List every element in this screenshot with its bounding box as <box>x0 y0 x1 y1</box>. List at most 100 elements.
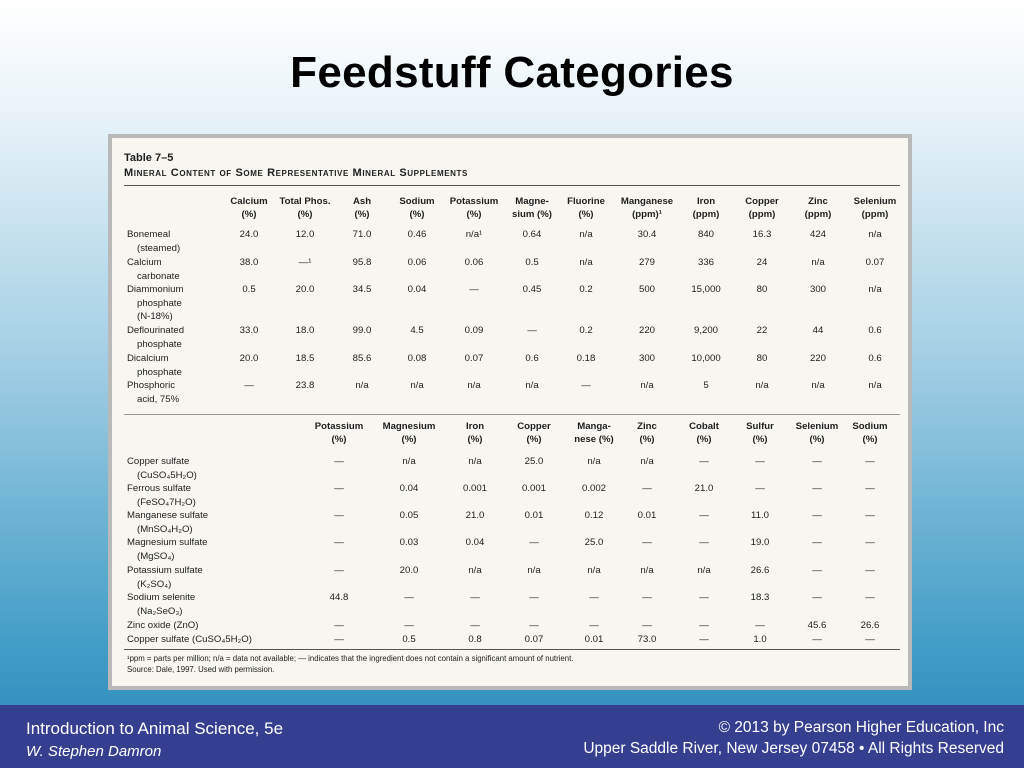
table-cell: n/a¹ <box>465 229 483 240</box>
table-cell: — <box>334 565 344 576</box>
table-cell: 1.0 <box>753 634 767 645</box>
table-cell: — <box>334 483 344 494</box>
table-cell: 80 <box>756 353 768 364</box>
table-cell: 424 <box>809 229 826 240</box>
table-cell: n/a <box>355 380 369 391</box>
footer-book-title: Introduction to Animal Science, 5e <box>26 719 284 738</box>
row-label: Phosphoric acid, 75% <box>127 380 180 405</box>
column-header: Copper (ppm) <box>745 196 779 220</box>
table-cell: — <box>812 483 822 494</box>
table-cell: — <box>404 592 414 603</box>
table-cell: 19.0 <box>750 537 770 548</box>
table-cell: 0.8 <box>468 634 482 645</box>
table-cell: n/a <box>640 380 654 391</box>
table-cell: 4.5 <box>410 325 424 336</box>
table-cell: — <box>755 456 765 467</box>
table-cell: 0.09 <box>464 325 484 336</box>
table-cell: — <box>642 537 652 548</box>
table-cell: 26.6 <box>750 565 770 576</box>
table-cell: 24 <box>756 257 768 268</box>
row-label: Copper sulfate (CuSO₄5H₂O) <box>127 634 252 645</box>
column-header: Sodium (%) <box>852 421 888 445</box>
table-cell: — <box>699 510 709 521</box>
table-cell: 336 <box>697 257 714 268</box>
table-cell: — <box>812 592 822 603</box>
column-header: Sulfur (%) <box>746 421 774 445</box>
table-cell: — <box>812 456 822 467</box>
row-label: Calcium carbonate <box>127 257 180 282</box>
table-cell: 20.0 <box>399 565 419 576</box>
table-cell: 0.5 <box>242 284 256 295</box>
table-cell: — <box>865 634 875 645</box>
footer-copyright: © 2013 by Pearson Higher Education, Inc <box>718 719 1004 736</box>
table-cell: — <box>812 537 822 548</box>
table-cell: 840 <box>697 229 714 240</box>
table-cell: 0.01 <box>637 510 657 521</box>
column-header: Fluorine (%) <box>567 196 605 220</box>
column-header: Ash (%) <box>352 196 372 220</box>
row-label: Ferrous sulfate (FeSO₄7H₂O) <box>127 483 196 508</box>
table-cell: 44.8 <box>329 592 349 603</box>
table-cell: n/a <box>868 284 882 295</box>
table-cell: 33.0 <box>239 325 259 336</box>
table-cell: — <box>527 325 537 336</box>
table-cell: — <box>642 592 652 603</box>
table-cell: 0.05 <box>399 510 419 521</box>
table-cell: 0.01 <box>524 510 544 521</box>
table-cell: 80 <box>756 284 768 295</box>
table-cell: n/a <box>579 229 593 240</box>
table-cell: 0.06 <box>464 257 484 268</box>
footer-author: W. Stephen Damron <box>26 743 162 760</box>
table-cell: — <box>334 456 344 467</box>
table-cell: 45.6 <box>807 620 827 631</box>
table-cell: 0.5 <box>525 257 539 268</box>
table-cell: — <box>699 456 709 467</box>
column-header: Potassium (%) <box>314 421 364 445</box>
table-cell: —¹ <box>298 257 312 268</box>
table-cell: 0.04 <box>465 537 485 548</box>
table-cell: 0.07 <box>865 257 885 268</box>
column-header: Iron (ppm) <box>692 196 720 220</box>
table-cell: 23.8 <box>295 380 315 391</box>
table-cell: 0.03 <box>399 537 419 548</box>
table-cell: 0.2 <box>579 325 593 336</box>
table-cell: 0.04 <box>399 483 419 494</box>
table-cell: — <box>755 483 765 494</box>
table-cell: 0.46 <box>407 229 427 240</box>
table-cell: — <box>699 537 709 548</box>
table-cell: — <box>699 620 709 631</box>
table-cell: 20.0 <box>239 353 259 364</box>
slide-title: Feedstuff Categories <box>290 48 734 97</box>
table-cell: 0.18 <box>576 353 596 364</box>
table-cell: n/a <box>755 380 769 391</box>
table-cell: 0.06 <box>407 257 427 268</box>
mineral-table-image: Table 7–5 Mineral Content of Some Repres… <box>108 134 912 690</box>
column-header: Zinc (%) <box>637 421 657 445</box>
table-cell: 5 <box>703 380 709 391</box>
table-bottom-rule <box>124 649 900 650</box>
table-cell: — <box>334 620 344 631</box>
table-cell: 22 <box>756 325 768 336</box>
table-cell: 0.08 <box>407 353 427 364</box>
table-cell: — <box>865 592 875 603</box>
column-header: Total Phos. (%) <box>279 196 331 220</box>
table-cell: n/a <box>468 456 482 467</box>
table-cell: — <box>865 565 875 576</box>
table-cell: 0.6 <box>868 325 882 336</box>
table-cell: 0.64 <box>522 229 542 240</box>
footer-bar: Introduction to Animal Science, 5e W. St… <box>0 705 1024 768</box>
table-cell: 300 <box>809 284 826 295</box>
table-cell: n/a <box>579 257 593 268</box>
column-header: Iron (%) <box>465 421 485 445</box>
table-cell: 220 <box>638 325 655 336</box>
table-cell: — <box>529 620 539 631</box>
table-cell: n/a <box>468 565 482 576</box>
table-cell: 99.0 <box>352 325 372 336</box>
row-label: Magnesium sulfate (MgSO₄) <box>127 537 208 562</box>
table-cell: — <box>812 634 822 645</box>
table-cell: 0.12 <box>584 510 604 521</box>
row-label: Deflourinated phosphate <box>127 325 185 350</box>
table-cell: 15,000 <box>691 284 721 295</box>
table-cell: 20.0 <box>295 284 315 295</box>
table-cell: 38.0 <box>239 257 259 268</box>
